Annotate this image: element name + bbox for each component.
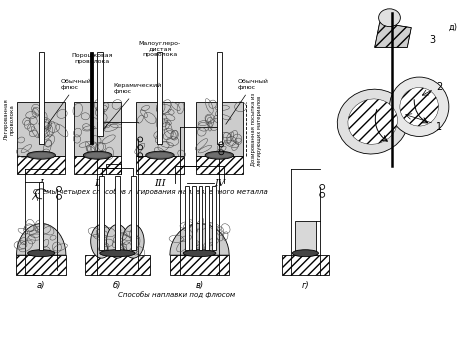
Ellipse shape xyxy=(390,77,449,136)
Text: Способы наплавки под флюсом: Способы наплавки под флюсом xyxy=(118,291,235,298)
Text: г): г) xyxy=(301,281,309,290)
Text: а): а) xyxy=(37,281,46,290)
Polygon shape xyxy=(205,186,210,250)
Ellipse shape xyxy=(205,151,234,159)
Ellipse shape xyxy=(100,250,135,257)
Polygon shape xyxy=(17,224,66,255)
Polygon shape xyxy=(99,176,104,250)
Ellipse shape xyxy=(348,99,398,144)
Ellipse shape xyxy=(379,9,401,27)
Text: 2: 2 xyxy=(436,82,442,92)
Text: III: III xyxy=(154,179,166,188)
Ellipse shape xyxy=(83,151,112,159)
Ellipse shape xyxy=(208,153,231,158)
Ellipse shape xyxy=(91,225,112,258)
Ellipse shape xyxy=(27,250,55,257)
Polygon shape xyxy=(191,186,196,250)
Polygon shape xyxy=(185,186,189,250)
Polygon shape xyxy=(217,52,222,145)
Ellipse shape xyxy=(107,225,128,258)
Text: в): в) xyxy=(195,281,204,290)
Text: Дозированная посыпка из
легирующих материалов: Дозированная посыпка из легирующих матер… xyxy=(251,93,262,166)
Polygon shape xyxy=(18,156,65,174)
Polygon shape xyxy=(212,186,216,250)
Polygon shape xyxy=(196,156,243,174)
Text: 1: 1 xyxy=(436,121,442,132)
Polygon shape xyxy=(115,176,120,250)
Polygon shape xyxy=(18,102,65,156)
Ellipse shape xyxy=(122,225,144,258)
Polygon shape xyxy=(131,176,136,250)
Ellipse shape xyxy=(400,88,438,126)
Text: б): б) xyxy=(113,281,122,290)
Polygon shape xyxy=(39,52,44,145)
Ellipse shape xyxy=(146,151,174,159)
Ellipse shape xyxy=(337,89,408,154)
Polygon shape xyxy=(294,221,316,255)
Text: 3: 3 xyxy=(429,36,435,46)
Text: I: I xyxy=(39,179,43,188)
Text: Обычный
флюс: Обычный флюс xyxy=(226,79,268,124)
Polygon shape xyxy=(282,255,329,275)
Text: д): д) xyxy=(449,23,458,32)
Text: IV: IV xyxy=(214,179,225,188)
Polygon shape xyxy=(170,224,229,255)
Polygon shape xyxy=(374,23,411,47)
Polygon shape xyxy=(136,156,184,174)
Polygon shape xyxy=(74,102,121,156)
Polygon shape xyxy=(170,255,229,275)
Polygon shape xyxy=(199,186,202,250)
Polygon shape xyxy=(196,102,243,156)
Ellipse shape xyxy=(29,153,53,158)
Text: Порошковая
проволока: Порошковая проволока xyxy=(71,53,112,64)
Polygon shape xyxy=(90,52,93,145)
Text: Малоуглеро-
дистая
проволока: Малоуглеро- дистая проволока xyxy=(139,41,181,57)
Polygon shape xyxy=(97,52,102,136)
Polygon shape xyxy=(157,52,163,145)
Polygon shape xyxy=(39,182,43,250)
Text: Схемы четырех способов легирования наплавленного металла: Схемы четырех способов легирования напла… xyxy=(33,188,267,195)
Polygon shape xyxy=(136,102,184,156)
Ellipse shape xyxy=(292,250,319,257)
Text: Обычный
флюс: Обычный флюс xyxy=(48,79,92,124)
Ellipse shape xyxy=(148,153,172,158)
Polygon shape xyxy=(74,156,121,174)
Text: Керамический
флюс: Керамический флюс xyxy=(103,83,162,129)
Polygon shape xyxy=(17,255,66,275)
Ellipse shape xyxy=(86,153,109,158)
Ellipse shape xyxy=(27,151,55,159)
Polygon shape xyxy=(85,255,150,275)
Text: Легированная
проволока: Легированная проволока xyxy=(4,98,15,140)
Ellipse shape xyxy=(183,250,216,257)
Text: II: II xyxy=(94,179,101,188)
